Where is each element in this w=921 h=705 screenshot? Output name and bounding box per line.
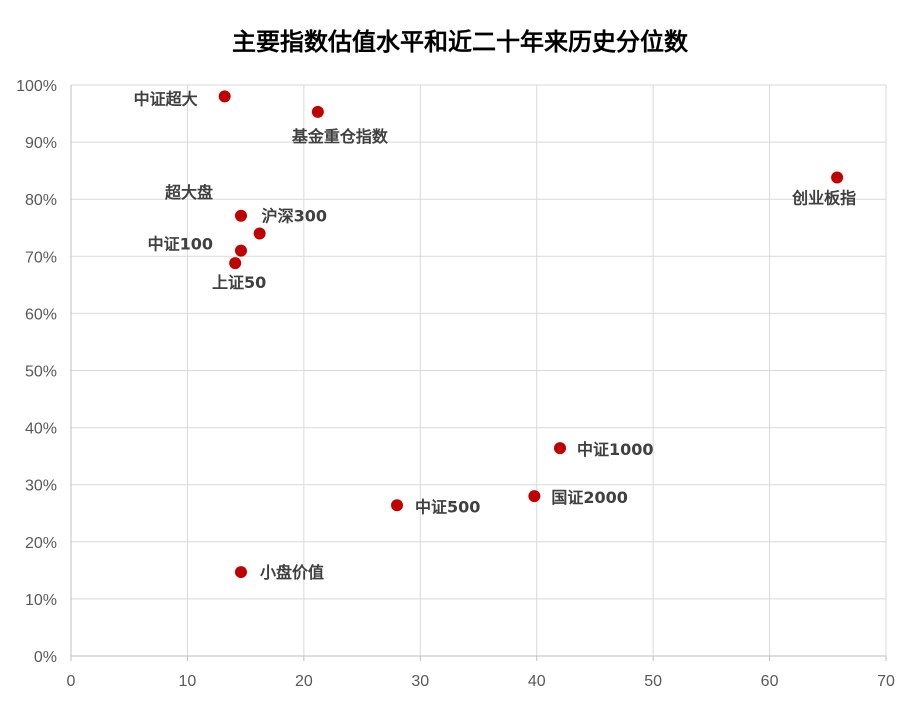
point-label: 上证50 xyxy=(212,273,266,292)
point-label: 中证1000 xyxy=(577,440,654,459)
x-tick-label: 50 xyxy=(644,673,662,690)
y-tick-label: 40% xyxy=(25,421,57,438)
point-label: 创业板指 xyxy=(791,189,856,208)
point-label: 超大盘 xyxy=(164,183,213,202)
data-point xyxy=(554,442,566,455)
x-tick-label: 20 xyxy=(295,673,313,690)
points-layer xyxy=(218,90,844,579)
point-label: 基金重仓指数 xyxy=(291,127,389,146)
y-tick-label: 70% xyxy=(25,249,57,266)
y-tick-label: 10% xyxy=(25,592,57,609)
data-point xyxy=(391,499,403,512)
y-tick-label: 0% xyxy=(34,649,57,666)
point-label: 沪深300 xyxy=(262,206,327,225)
x-tick-label: 70 xyxy=(877,673,895,690)
data-point xyxy=(234,566,247,579)
data-point xyxy=(831,171,844,184)
y-tick-label: 30% xyxy=(25,478,57,495)
y-tick-label: 20% xyxy=(25,535,57,552)
data-point xyxy=(229,257,242,270)
data-point xyxy=(311,105,324,118)
point-label: 中证超大 xyxy=(134,89,198,108)
grid-layer xyxy=(71,84,887,656)
y-tick-label: 80% xyxy=(25,192,57,209)
point-label: 中证500 xyxy=(415,497,480,516)
x-tick-label: 40 xyxy=(528,673,546,690)
data-point xyxy=(253,227,266,240)
data-point xyxy=(234,244,247,257)
point-label: 小盘价值 xyxy=(260,563,324,582)
y-tick-label: 90% xyxy=(25,135,57,152)
axis-layer: 0% 10% 20% 30% 40% 50% 60% 70% 80% 90% 100% 0 10 20 30… xyxy=(16,78,895,690)
y-tick-label: 60% xyxy=(25,306,57,323)
data-point xyxy=(528,490,541,503)
x-tick-label: 10 xyxy=(179,673,197,690)
point-label: 国证2000 xyxy=(551,488,628,507)
y-tick-label: 50% xyxy=(25,364,57,381)
x-tick-label: 30 xyxy=(411,673,429,690)
x-tick-label: 0 xyxy=(67,673,76,690)
data-point xyxy=(218,90,231,103)
x-tick-label: 60 xyxy=(761,673,779,690)
data-point xyxy=(234,209,247,222)
chart-title: 主要指数估值水平和近二十年来历史分位数 xyxy=(232,28,689,56)
point-label: 中证100 xyxy=(148,235,213,254)
y-tick-label: 100% xyxy=(16,78,57,95)
